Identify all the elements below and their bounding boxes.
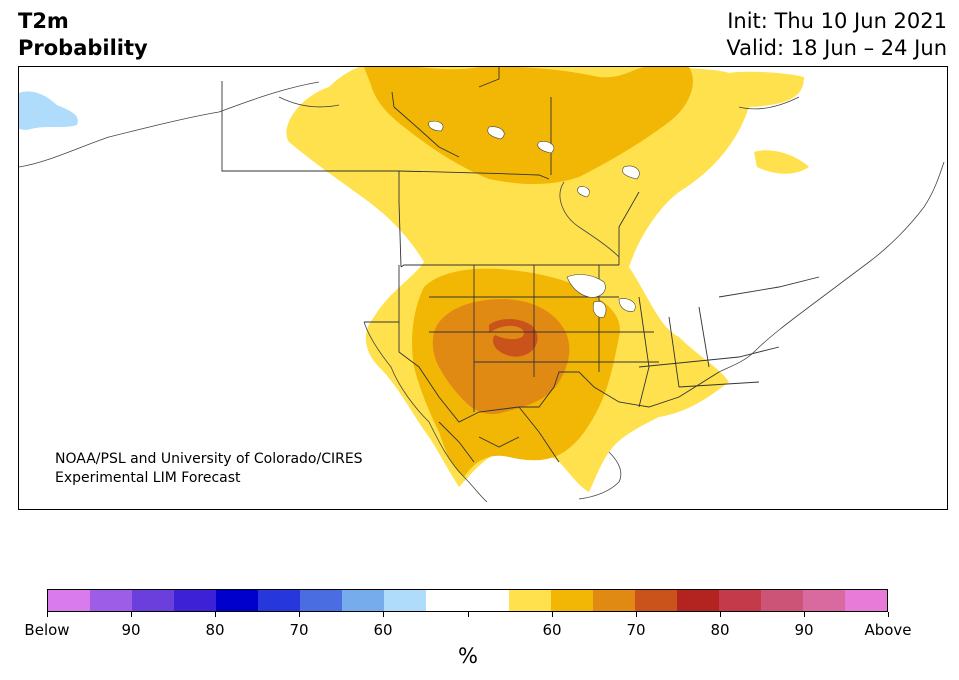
colorbar-tick-label: 60	[373, 621, 393, 639]
colorbar-tickmark	[299, 612, 300, 617]
above-60-area-east	[754, 150, 809, 174]
political-boundaries	[221, 67, 820, 463]
colorbar-tickmark	[636, 612, 637, 617]
credit-text: NOAA/PSL and University of Colorado/CIRE…	[55, 450, 363, 488]
title-variable: T2m	[18, 9, 69, 33]
chart-title: T2m Probability	[18, 8, 148, 62]
map-canvas	[19, 67, 945, 503]
colorbar-swatch	[299, 590, 342, 611]
colorbar-swatch	[677, 590, 720, 611]
colorbar-tickmark	[720, 612, 721, 617]
colorbar-swatch	[509, 590, 552, 611]
colorbar-tickmark	[383, 612, 384, 617]
colorbar-tick-label: 90	[121, 621, 141, 639]
great-lakes	[428, 120, 640, 318]
colorbar-tick-label: 80	[710, 621, 730, 639]
colorbar-tickmark	[888, 612, 889, 617]
colorbar-swatch	[635, 590, 678, 611]
colorbar-swatch	[341, 590, 384, 611]
colorbar-tickmark	[47, 612, 48, 617]
colorbar-swatch	[215, 590, 258, 611]
colorbar-tickmark	[804, 612, 805, 617]
colorbar-swatch	[48, 590, 90, 611]
colorbar-unit: %	[458, 644, 478, 668]
credit-line-1: NOAA/PSL and University of Colorado/CIRE…	[55, 451, 363, 467]
colorbar-swatch	[89, 590, 132, 611]
colorbar-tickmark	[131, 612, 132, 617]
coastlines	[19, 81, 945, 503]
colorbar-swatch	[383, 590, 426, 611]
colorbar-tick-label: Below	[24, 621, 70, 639]
colorbar-swatch	[719, 590, 762, 611]
colorbar-tick-label: 70	[626, 621, 646, 639]
init-date: Init: Thu 10 Jun 2021	[727, 9, 947, 33]
colorbar-swatch	[425, 590, 468, 611]
colorbar-tick-label: 70	[289, 621, 309, 639]
above-90-area	[489, 319, 538, 357]
colorbar-swatch	[593, 590, 636, 611]
probability-map	[18, 66, 948, 510]
colorbar-tick-label: 60	[542, 621, 562, 639]
colorbar-tick-label: Above	[864, 621, 912, 639]
above-70-area	[364, 67, 693, 184]
title-type: Probability	[18, 36, 148, 60]
colorbar-tick-label: 80	[205, 621, 225, 639]
colorbar-tick-label: 90	[794, 621, 814, 639]
colorbar-swatch	[131, 590, 174, 611]
colorbar-swatch	[173, 590, 216, 611]
colorbar-tickmark	[468, 612, 469, 617]
below-60-area-alaska	[19, 91, 78, 130]
colorbar-swatch	[845, 590, 888, 611]
credit-line-2: Experimental LIM Forecast	[55, 470, 241, 486]
colorbar-swatch	[803, 590, 846, 611]
colorbar-tickmark	[215, 612, 216, 617]
colorbar	[47, 589, 888, 612]
colorbar-swatch	[257, 590, 300, 611]
valid-date: Valid: 18 Jun – 24 Jun	[726, 36, 947, 60]
colorbar-tickmark	[552, 612, 553, 617]
colorbar-swatch	[761, 590, 804, 611]
above-80-area	[432, 299, 570, 415]
forecast-dates: Init: Thu 10 Jun 2021 Valid: 18 Jun – 24…	[726, 8, 947, 62]
colorbar-swatch	[551, 590, 594, 611]
colorbar-swatch	[467, 590, 510, 611]
